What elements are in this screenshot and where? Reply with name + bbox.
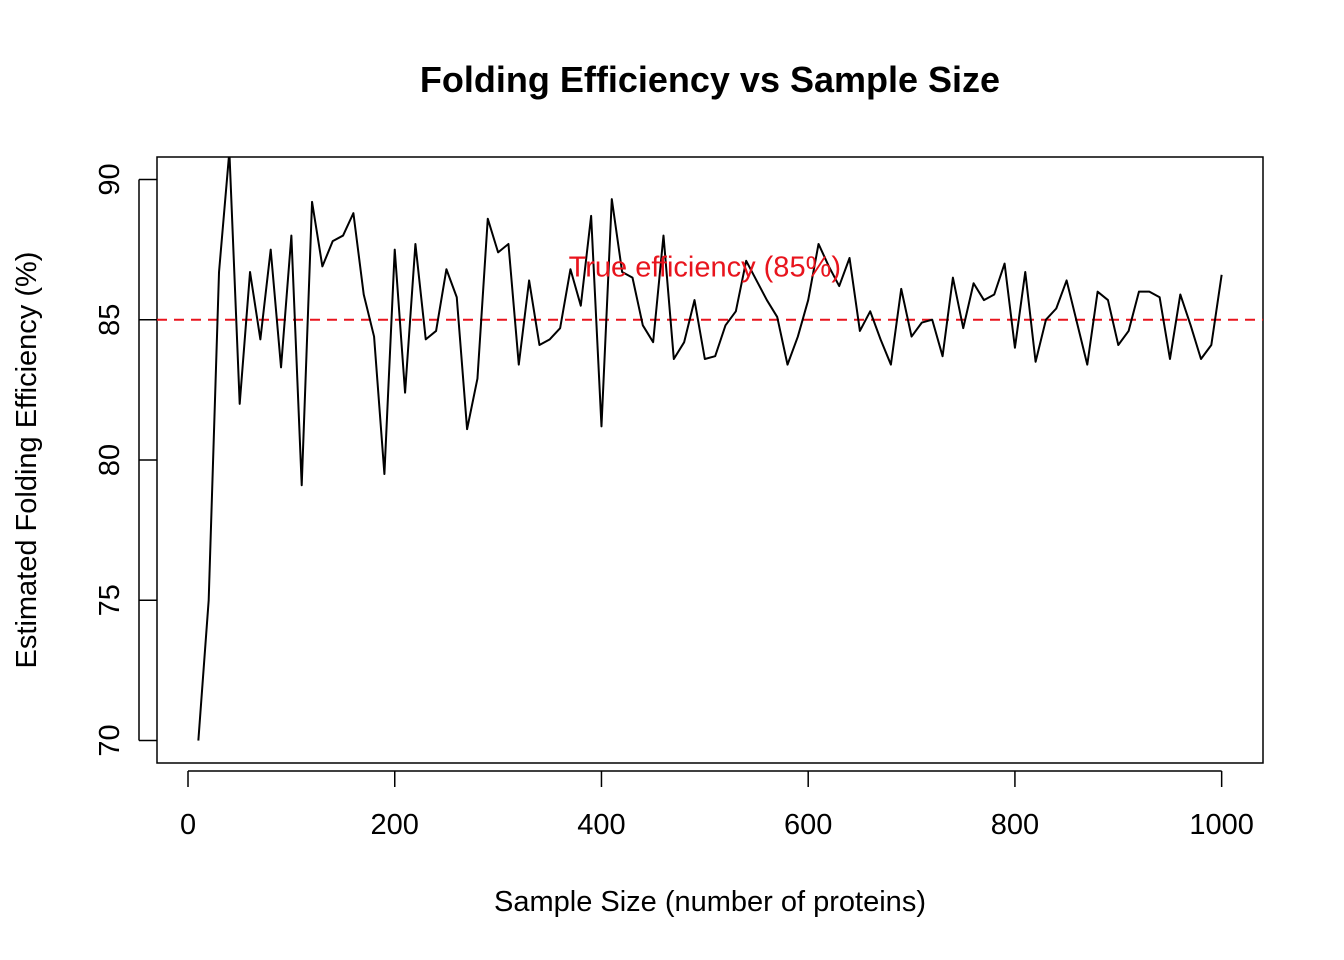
y-axis-label: Estimated Folding Efficiency (%) (11, 252, 43, 669)
series-line (197, 157, 1223, 741)
x-axis-label: Sample Size (number of proteins) (494, 886, 926, 918)
x-tick-label: 0 (180, 809, 196, 841)
x-tick-label: 400 (577, 809, 625, 841)
y-axis: 70 75 80 85 90 (94, 163, 157, 757)
y-tick-label: 75 (94, 584, 126, 616)
chart-title: Folding Efficiency vs Sample Size (420, 59, 1000, 100)
y-tick-label: 90 (94, 163, 126, 195)
y-tick-label: 85 (94, 304, 126, 336)
y-tick-label: 80 (94, 444, 126, 476)
x-tick-label: 200 (371, 809, 419, 841)
x-tick-label: 800 (991, 809, 1039, 841)
x-axis: 0 200 400 600 800 1000 (180, 770, 1254, 841)
plot-frame (156, 156, 1264, 764)
reference-annotation: True efficiency (85%) (569, 251, 841, 283)
y-tick-label: 70 (94, 724, 126, 756)
x-tick-label: 600 (784, 809, 832, 841)
x-tick-label: 1000 (1189, 809, 1254, 841)
